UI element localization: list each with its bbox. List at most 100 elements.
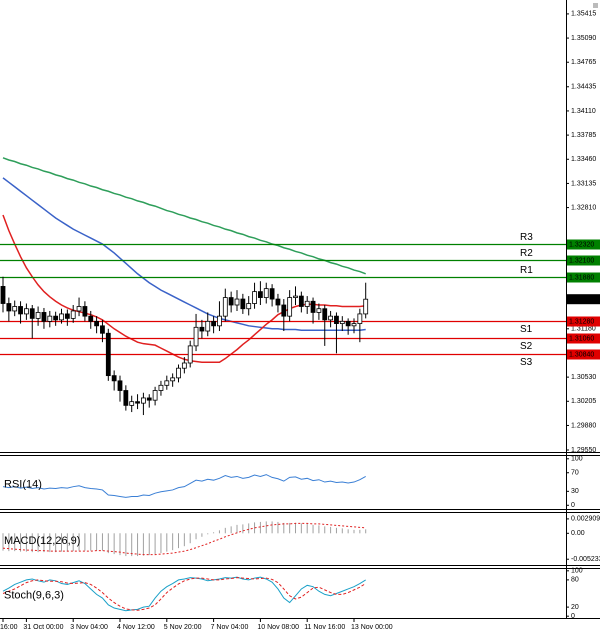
x-tick-label: 5 Nov 20:00 — [164, 624, 202, 631]
y-tick-label: 1.34765 — [571, 59, 596, 66]
candle-body — [328, 315, 334, 321]
level-name: S3 — [520, 357, 533, 368]
y-tick-label: 0.00 — [571, 530, 585, 537]
candle-body — [23, 308, 29, 315]
level-price: 1.30840 — [569, 351, 594, 358]
candle-body — [12, 306, 18, 312]
candle-body — [187, 345, 193, 364]
indicator-line — [2, 577, 366, 611]
level-name: S1 — [520, 324, 533, 335]
y-tick-label: 1.29550 — [571, 447, 596, 454]
candle-body — [293, 295, 298, 298]
corner-icon — [593, 3, 598, 8]
y-tick-label: 100 — [571, 456, 583, 463]
level-price-box — [567, 316, 600, 327]
candle-body — [263, 288, 269, 298]
level-price: 1.31060 — [569, 335, 594, 342]
x-tick-label: 11 Nov 16:00 — [304, 624, 345, 631]
candle-body — [100, 325, 105, 334]
y-tick-label: 1.30205 — [571, 398, 596, 405]
y-tick-label: 1.32810 — [571, 204, 596, 211]
candle-body — [304, 300, 310, 307]
y-tick-label: 1.33460 — [571, 156, 596, 163]
candle-body — [18, 306, 23, 315]
candle-body — [47, 315, 53, 322]
level-price-box — [567, 239, 600, 250]
candle-body — [117, 380, 123, 391]
candle-body — [234, 298, 240, 306]
candle-body — [53, 315, 59, 321]
candle-body — [94, 320, 99, 327]
candle-body — [146, 397, 152, 401]
candle-body — [275, 298, 281, 306]
y-tick-label: 1.35415 — [571, 11, 596, 18]
indicator-line — [2, 576, 366, 612]
x-tick-label: 16:00 — [0, 624, 18, 631]
candle-body — [140, 397, 146, 404]
x-tick-label: 4 Nov 12:00 — [117, 624, 155, 631]
candle-body — [240, 298, 246, 310]
candle-body — [228, 297, 234, 306]
candle-body — [193, 326, 199, 347]
candle-body — [316, 308, 322, 313]
candle-body — [123, 390, 129, 406]
candle-body — [35, 312, 41, 319]
last-price-box — [567, 294, 600, 305]
candle-body — [152, 390, 158, 401]
candle-body — [82, 306, 88, 317]
candle-body — [129, 401, 135, 406]
y-tick-label: 1.30530 — [571, 374, 596, 381]
candle-body — [298, 295, 304, 307]
candle-body — [181, 362, 187, 369]
candle-body — [363, 298, 369, 315]
level-price: 1.32320 — [569, 241, 594, 248]
level-price-box — [567, 255, 600, 266]
y-tick-label: 70 — [571, 470, 579, 477]
candle-body — [64, 313, 70, 319]
candle-body — [269, 288, 275, 300]
candle-body — [345, 320, 351, 327]
candle-body — [357, 313, 363, 324]
level-price-box — [567, 333, 600, 344]
candle-body — [29, 308, 35, 319]
candle-body — [0, 286, 6, 304]
candle-body — [88, 315, 94, 322]
candle-body — [6, 303, 12, 312]
level-price-box — [567, 272, 600, 283]
candle-body — [310, 300, 316, 313]
candle-body — [351, 323, 357, 327]
candle-body — [41, 312, 47, 322]
y-tick-label: 1.31180 — [571, 326, 596, 333]
level-price: 1.31880 — [569, 274, 594, 281]
x-tick-label: 7 Nov 04:00 — [211, 624, 249, 631]
candle-body — [176, 367, 181, 379]
candle-body — [59, 313, 64, 321]
y-tick-label: 0 — [571, 613, 575, 620]
x-tick-label: 10 Nov 08:00 — [257, 624, 299, 631]
x-tick-label: 3 Nov 04:00 — [70, 624, 108, 631]
candle-body — [246, 303, 252, 310]
candle-body — [111, 375, 117, 382]
candle-body — [252, 291, 257, 304]
candle-body — [199, 326, 205, 332]
y-tick-label: 1.29880 — [571, 422, 596, 429]
y-tick-label: 1.35090 — [571, 35, 596, 42]
level-price: 1.32100 — [569, 257, 594, 264]
candle-body — [70, 310, 76, 319]
frames — [0, 0, 600, 619]
candle-body — [158, 384, 164, 391]
indicator-title: Stoch(9,6,3) — [4, 589, 64, 601]
level-price-box — [567, 349, 600, 360]
y-tick-label: 30 — [571, 488, 579, 495]
indicator-line — [2, 474, 366, 498]
y-tick-label: 0.002909 — [571, 516, 600, 523]
y-tick-label: 0 — [571, 502, 575, 509]
level-name: R3 — [520, 232, 533, 243]
candle-body — [222, 297, 228, 317]
moving-average — [2, 177, 366, 332]
x-tick-label: 13 Nov 00:00 — [351, 624, 393, 631]
y-tick-label: 80 — [571, 577, 579, 584]
level-price: 1.31280 — [569, 318, 594, 325]
level-name: R1 — [520, 265, 533, 276]
